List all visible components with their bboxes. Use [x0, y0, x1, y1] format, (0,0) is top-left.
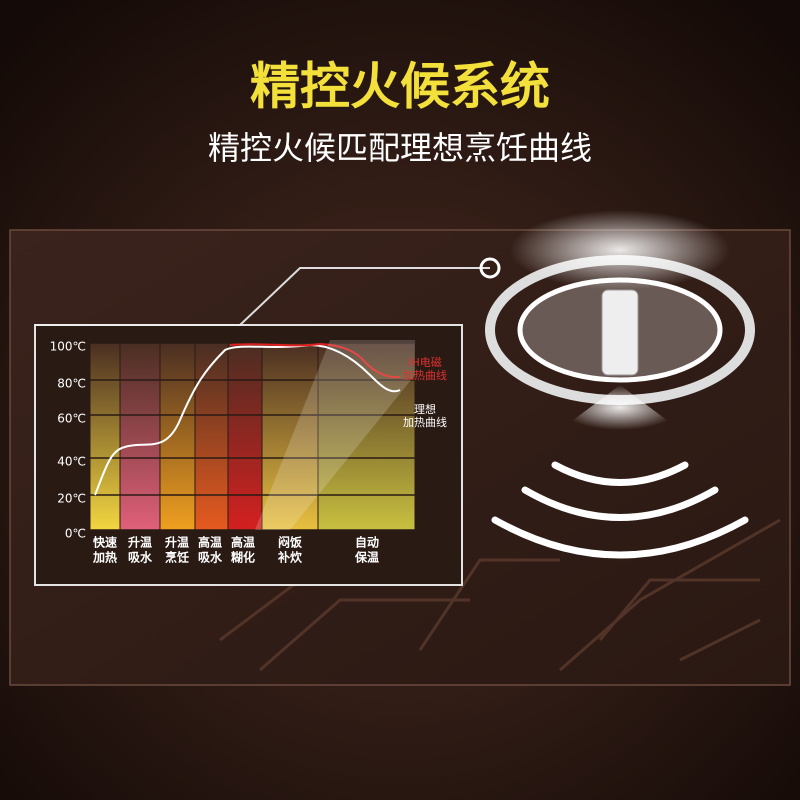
- ih-curve: [229, 342, 401, 379]
- callout-dot: [479, 257, 501, 279]
- stage-label: 自动: [355, 535, 379, 550]
- temperature-chart: 100℃80℃60℃40℃20℃0℃快速加热升温吸水升温烹饪高温吸水高温糊化闷饭…: [34, 324, 463, 586]
- curve-label: 理想: [414, 402, 436, 416]
- stage-label: 闷饭: [278, 535, 302, 550]
- title: 精控火候系统: [250, 58, 550, 116]
- stage-label: 补炊: [277, 550, 303, 565]
- stage-column: [119, 342, 161, 531]
- stage-label: 高温: [231, 535, 255, 550]
- y-tick-label: 0℃: [65, 527, 86, 541]
- stage-column: [89, 342, 121, 531]
- stage-label: 吸水: [128, 550, 153, 565]
- curve-label: IH电磁: [408, 356, 442, 369]
- stage-label: 烹饪: [165, 550, 189, 565]
- stage-column: [194, 342, 229, 531]
- stage-column: [227, 342, 263, 531]
- circuit-lines: [219, 518, 781, 672]
- stage-label: 糊化: [231, 550, 255, 565]
- curve-label: 加热曲线: [403, 415, 447, 429]
- y-tick-label: 100℃: [50, 340, 86, 354]
- y-tick-label: 60℃: [57, 412, 86, 426]
- stage-label: 快速: [93, 535, 117, 550]
- stage-label: 升温: [165, 535, 189, 550]
- stage-column: [317, 342, 416, 531]
- stage-column: [159, 342, 196, 531]
- stage-label: 保温: [354, 550, 379, 565]
- curve-label: 加热曲线: [403, 368, 447, 382]
- y-tick-label: 20℃: [57, 492, 86, 506]
- stage-label: 升温: [128, 535, 152, 550]
- ideal-curve: [94, 343, 401, 496]
- stage-label: 加热: [92, 550, 117, 565]
- stage-label: 吸水: [198, 550, 223, 565]
- cooker: [485, 210, 755, 559]
- subtitle: 精控火候匹配理想烹饪曲线: [208, 129, 592, 167]
- y-tick-label: 40℃: [57, 455, 86, 469]
- stage-column: [261, 342, 319, 531]
- stage-label: 高温: [198, 535, 222, 550]
- light-beam: [255, 340, 415, 530]
- y-tick-label: 80℃: [57, 377, 86, 391]
